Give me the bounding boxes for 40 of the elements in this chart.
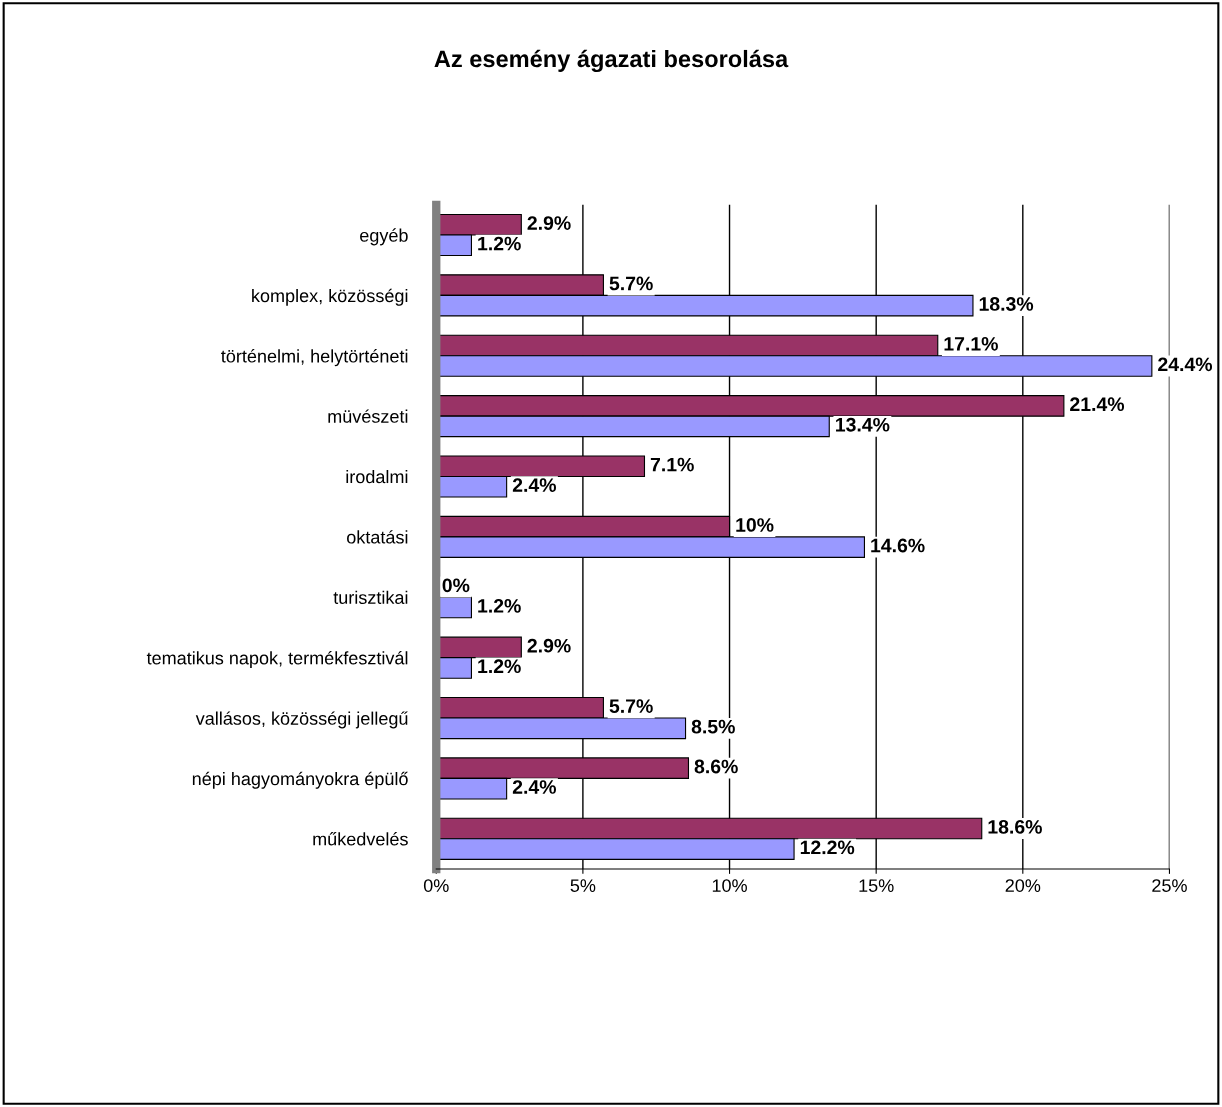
chart-title: Az esemény ágazati besorolása xyxy=(434,49,789,73)
data-label: 2.9% xyxy=(527,638,571,653)
data-label: 18.3% xyxy=(979,297,1034,311)
x-tick-label: 10% xyxy=(712,879,747,892)
data-label: 8.5% xyxy=(691,719,735,734)
data-label: 5.7% xyxy=(609,699,653,713)
data-label: 1.2% xyxy=(478,659,521,674)
data-label: 21.4% xyxy=(1070,397,1125,412)
y-tick-label: műkedvelés xyxy=(313,832,408,846)
y-tick-label: népi hagyományokra épülő xyxy=(192,771,408,789)
y-tick-label: vallásos, közösségi jellegű xyxy=(195,711,408,729)
data-label: 18.6% xyxy=(988,819,1042,834)
y-tick-label: komplex, közösségi xyxy=(252,288,408,306)
data-label: 5.7% xyxy=(609,276,653,291)
x-tick-label: 15% xyxy=(859,879,894,892)
y-tick-label: tematikus napok, termékfesztivál xyxy=(146,651,408,669)
x-tick-label: 0% xyxy=(423,879,449,892)
x-tick-label: 5% xyxy=(570,879,596,892)
data-label: 1.2% xyxy=(478,598,521,613)
data-label: 2.9% xyxy=(527,216,571,230)
data-label: 10% xyxy=(736,518,774,532)
data-label: 13.4% xyxy=(836,417,890,432)
data-label: 17.1% xyxy=(944,336,998,351)
y-tick-label: történelmi, helytörténeti xyxy=(221,349,408,367)
y-tick-label: turisztikai xyxy=(333,590,408,604)
data-label: 1.2% xyxy=(478,236,521,251)
y-tick-label: egyéb xyxy=(360,228,408,246)
x-tick-label: 25% xyxy=(1152,879,1187,892)
data-label: 8.6% xyxy=(694,759,738,774)
y-tick-label: müvészeti xyxy=(328,409,408,423)
data-label: 12.2% xyxy=(800,840,855,855)
data-label: 14.6% xyxy=(871,538,925,553)
data-label: 2.4% xyxy=(512,780,556,794)
y-tick-label: oktatási xyxy=(347,530,408,544)
data-label: 24.4% xyxy=(1158,357,1213,372)
data-label: 2.4% xyxy=(512,478,556,492)
x-tick-label: 20% xyxy=(1005,879,1041,892)
y-tick-label: irodalmi xyxy=(346,469,408,484)
data-label: 7.1% xyxy=(650,457,694,472)
data-label: 0% xyxy=(442,578,470,593)
